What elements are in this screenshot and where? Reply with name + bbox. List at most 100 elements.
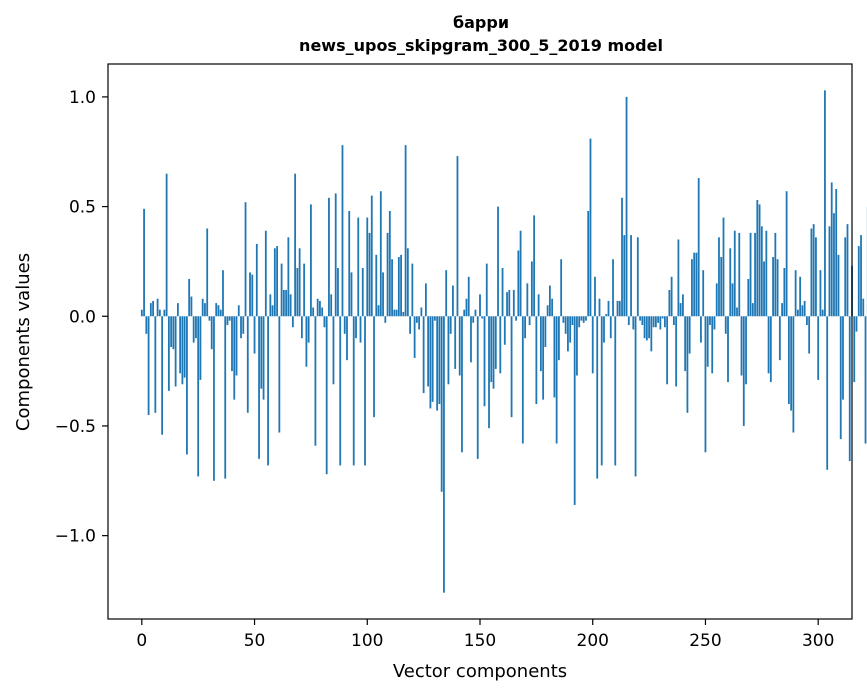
bar bbox=[291, 316, 294, 328]
bar bbox=[733, 230, 736, 317]
y-axis: −1.0 −0.5 0.0 0.5 1.0 bbox=[55, 88, 108, 547]
bar bbox=[213, 316, 215, 481]
bar bbox=[796, 309, 799, 317]
bar bbox=[269, 294, 272, 317]
bar bbox=[384, 316, 387, 323]
bar bbox=[645, 316, 648, 341]
bar bbox=[325, 316, 328, 475]
bar bbox=[341, 145, 344, 317]
bar bbox=[546, 305, 549, 317]
bar bbox=[420, 307, 423, 317]
bar bbox=[312, 307, 315, 317]
bar bbox=[801, 305, 804, 317]
bar bbox=[251, 274, 254, 317]
bar bbox=[542, 316, 545, 400]
bar bbox=[819, 270, 822, 317]
bar bbox=[226, 316, 229, 326]
bar bbox=[280, 263, 283, 317]
bar bbox=[402, 311, 405, 317]
bar bbox=[835, 189, 838, 317]
bar bbox=[783, 268, 786, 317]
bar bbox=[697, 178, 700, 317]
bar bbox=[278, 316, 281, 433]
bar bbox=[855, 316, 858, 332]
y-tick-label: 0.5 bbox=[69, 198, 96, 218]
bar bbox=[528, 316, 531, 326]
bar bbox=[803, 300, 806, 317]
bar bbox=[235, 316, 238, 376]
bar bbox=[598, 298, 601, 317]
bar bbox=[224, 316, 227, 479]
bar bbox=[524, 316, 526, 339]
bar bbox=[167, 316, 170, 391]
bar bbox=[494, 316, 497, 369]
bar bbox=[643, 316, 646, 339]
bar bbox=[751, 303, 754, 317]
bar bbox=[497, 206, 499, 317]
bar bbox=[190, 296, 193, 317]
bar bbox=[452, 285, 454, 317]
bar bbox=[853, 316, 856, 383]
bar bbox=[695, 252, 698, 317]
bar bbox=[231, 316, 233, 372]
bar bbox=[370, 195, 373, 317]
bar bbox=[321, 307, 324, 317]
bar bbox=[434, 316, 436, 321]
bar bbox=[605, 314, 608, 317]
bar bbox=[379, 191, 382, 317]
bar bbox=[271, 305, 274, 317]
bar bbox=[262, 316, 265, 400]
bar bbox=[307, 316, 310, 343]
bar bbox=[632, 316, 635, 330]
bar bbox=[594, 276, 596, 317]
bar bbox=[677, 239, 680, 317]
bar bbox=[609, 316, 612, 339]
bar bbox=[204, 303, 206, 317]
bar bbox=[465, 298, 468, 317]
bar bbox=[713, 316, 716, 330]
bar bbox=[499, 316, 502, 374]
bar bbox=[747, 278, 750, 317]
bar bbox=[661, 316, 664, 319]
bar bbox=[339, 316, 342, 466]
bar bbox=[228, 316, 231, 321]
bar bbox=[815, 237, 817, 317]
bar bbox=[627, 316, 630, 326]
bar bbox=[828, 226, 831, 317]
bar bbox=[483, 316, 486, 407]
bar bbox=[174, 316, 177, 387]
bar bbox=[393, 309, 396, 317]
bar bbox=[208, 316, 211, 321]
bar bbox=[470, 316, 472, 363]
bar bbox=[530, 261, 533, 317]
bar bbox=[603, 316, 605, 343]
bar bbox=[244, 202, 247, 317]
bar bbox=[711, 316, 714, 374]
bar bbox=[738, 232, 741, 317]
bar bbox=[319, 300, 321, 317]
bar bbox=[693, 252, 696, 317]
bar bbox=[589, 138, 592, 317]
bar bbox=[778, 316, 781, 361]
bar bbox=[382, 272, 384, 317]
chart-subtitle: news_upos_skipgram_300_5_2019 model bbox=[299, 36, 663, 55]
bar bbox=[391, 259, 393, 317]
bar bbox=[679, 303, 682, 317]
bar bbox=[154, 316, 157, 413]
bar bbox=[551, 298, 554, 317]
bar bbox=[260, 316, 263, 389]
bar bbox=[273, 248, 276, 317]
bar bbox=[539, 316, 542, 372]
bar bbox=[445, 270, 448, 317]
bar bbox=[537, 294, 540, 317]
bar bbox=[456, 156, 459, 317]
bar bbox=[350, 272, 353, 317]
bar bbox=[591, 316, 594, 374]
bar bbox=[857, 246, 860, 317]
bar bbox=[824, 90, 826, 317]
bar bbox=[576, 316, 578, 376]
bar bbox=[149, 303, 152, 317]
bar bbox=[618, 300, 621, 317]
bar bbox=[769, 316, 772, 383]
